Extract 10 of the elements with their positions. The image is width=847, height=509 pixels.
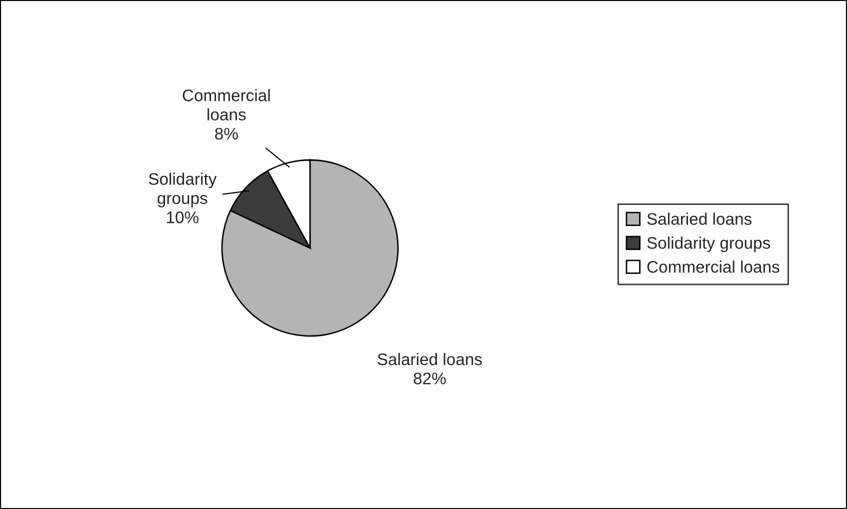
legend-label: Solidarity groups	[647, 236, 770, 252]
slice-label: Solidarity groups	[148, 172, 217, 208]
data-label: 8%	[215, 128, 238, 140]
slice-label: Commercial loans	[182, 89, 270, 120]
data-label: 10%	[166, 211, 198, 224]
legend-label: Salaried loans	[647, 212, 752, 225]
pie-slice	[221, 159, 399, 337]
slice-label: Salaried loans	[378, 352, 482, 366]
data-label: 82%	[414, 372, 446, 384]
legend-label: Commercial loans	[647, 260, 780, 273]
